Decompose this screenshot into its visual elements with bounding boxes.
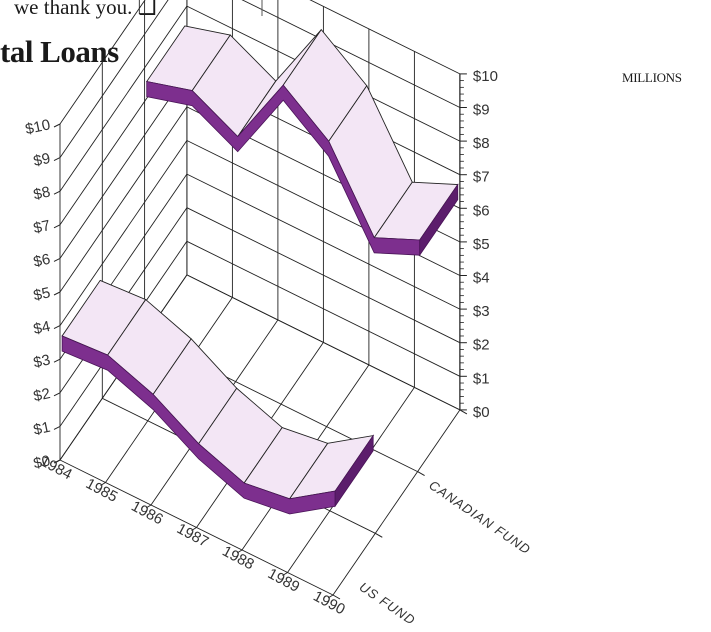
x-axis-tick bbox=[327, 594, 334, 599]
left-axis-tick bbox=[53, 425, 61, 430]
right-y-tick-label: $3 bbox=[473, 303, 490, 320]
left-axis-tick bbox=[53, 190, 61, 195]
year-tick-label: 1990 bbox=[310, 588, 347, 619]
depth-axis-tick bbox=[332, 594, 341, 600]
left-y-tick-label: $4 bbox=[32, 318, 52, 338]
year-tick-label: 1986 bbox=[128, 498, 165, 529]
chart-title: tal Loans bbox=[0, 34, 119, 69]
preceding-text-fragment: we thank you. ❑ bbox=[14, 0, 157, 19]
year-tick-label: 1989 bbox=[265, 565, 302, 596]
left-y-tick-label: $8 bbox=[32, 183, 52, 203]
depth-axis-tick bbox=[459, 409, 468, 415]
right-y-tick-label: $8 bbox=[473, 135, 490, 152]
depth-axis-label: US FUND bbox=[357, 579, 419, 628]
left-axis-tick bbox=[53, 358, 61, 363]
year-tick-label: 1984 bbox=[37, 453, 74, 484]
left-y-tick-label: $5 bbox=[32, 284, 52, 304]
left-y-tick-label: $6 bbox=[32, 251, 52, 271]
right-y-tick-label: $6 bbox=[473, 202, 490, 219]
left-axis-tick bbox=[53, 325, 61, 330]
x-axis-tick bbox=[100, 482, 106, 486]
left-y-tick-label: $3 bbox=[32, 351, 52, 371]
left-y-tick-label: $9 bbox=[32, 150, 52, 170]
left-wall-gridline bbox=[59, 140, 188, 326]
series-ribbon bbox=[145, 25, 459, 257]
right-y-tick-label: $4 bbox=[473, 270, 490, 287]
right-y-tick-label: $10 bbox=[473, 68, 498, 85]
x-axis-tick bbox=[282, 572, 288, 576]
right-y-tick-label: $9 bbox=[473, 102, 490, 119]
left-axis-tick bbox=[53, 123, 61, 128]
left-y-tick-label: $0 bbox=[32, 452, 52, 472]
x-axis-tick bbox=[236, 549, 243, 554]
right-y-tick-label: $1 bbox=[473, 370, 490, 387]
left-axis-tick bbox=[53, 257, 61, 262]
left-wall-gridline bbox=[59, 106, 188, 293]
left-wall-gridline bbox=[59, 5, 188, 192]
depth-axis-label: CANADIAN FUND bbox=[426, 477, 533, 557]
series-ribbon bbox=[61, 279, 375, 515]
left-y-tick-label: $10 bbox=[24, 116, 52, 138]
left-y-tick-label: $1 bbox=[32, 419, 52, 439]
right-y-tick-label: $5 bbox=[473, 236, 490, 253]
series-ribbons bbox=[61, 25, 459, 515]
depth-axis-tick bbox=[375, 532, 383, 538]
left-axis-tick bbox=[53, 392, 61, 397]
right-y-tick-label: $2 bbox=[473, 337, 490, 354]
left-axis-tick bbox=[53, 291, 61, 296]
right-y-tick-label: $0 bbox=[473, 404, 490, 421]
left-axis-tick bbox=[53, 224, 61, 229]
ribbon-end-cap bbox=[334, 434, 374, 508]
left-y-tick-label: $2 bbox=[32, 385, 52, 405]
left-wall-gridline bbox=[59, 73, 188, 259]
x-axis-tick bbox=[54, 459, 61, 464]
year-tick-label: 1988 bbox=[219, 543, 256, 574]
units-label: MILLIONS bbox=[622, 70, 682, 85]
left-wall-gridline bbox=[59, 0, 146, 125]
left-y-tick-label: $7 bbox=[32, 217, 52, 237]
x-axis-tick bbox=[145, 504, 152, 509]
year-tick-label: 1987 bbox=[174, 520, 211, 551]
ribbon-end-cap bbox=[419, 183, 459, 257]
year-tick-label: 1985 bbox=[83, 475, 120, 506]
left-wall-gridline bbox=[59, 0, 169, 158]
x-axis-tick bbox=[191, 527, 197, 531]
left-axis-tick bbox=[53, 157, 61, 162]
floor-gridline bbox=[332, 409, 461, 596]
right-y-tick-label: $7 bbox=[473, 169, 490, 186]
depth-axis-tick bbox=[417, 471, 425, 477]
